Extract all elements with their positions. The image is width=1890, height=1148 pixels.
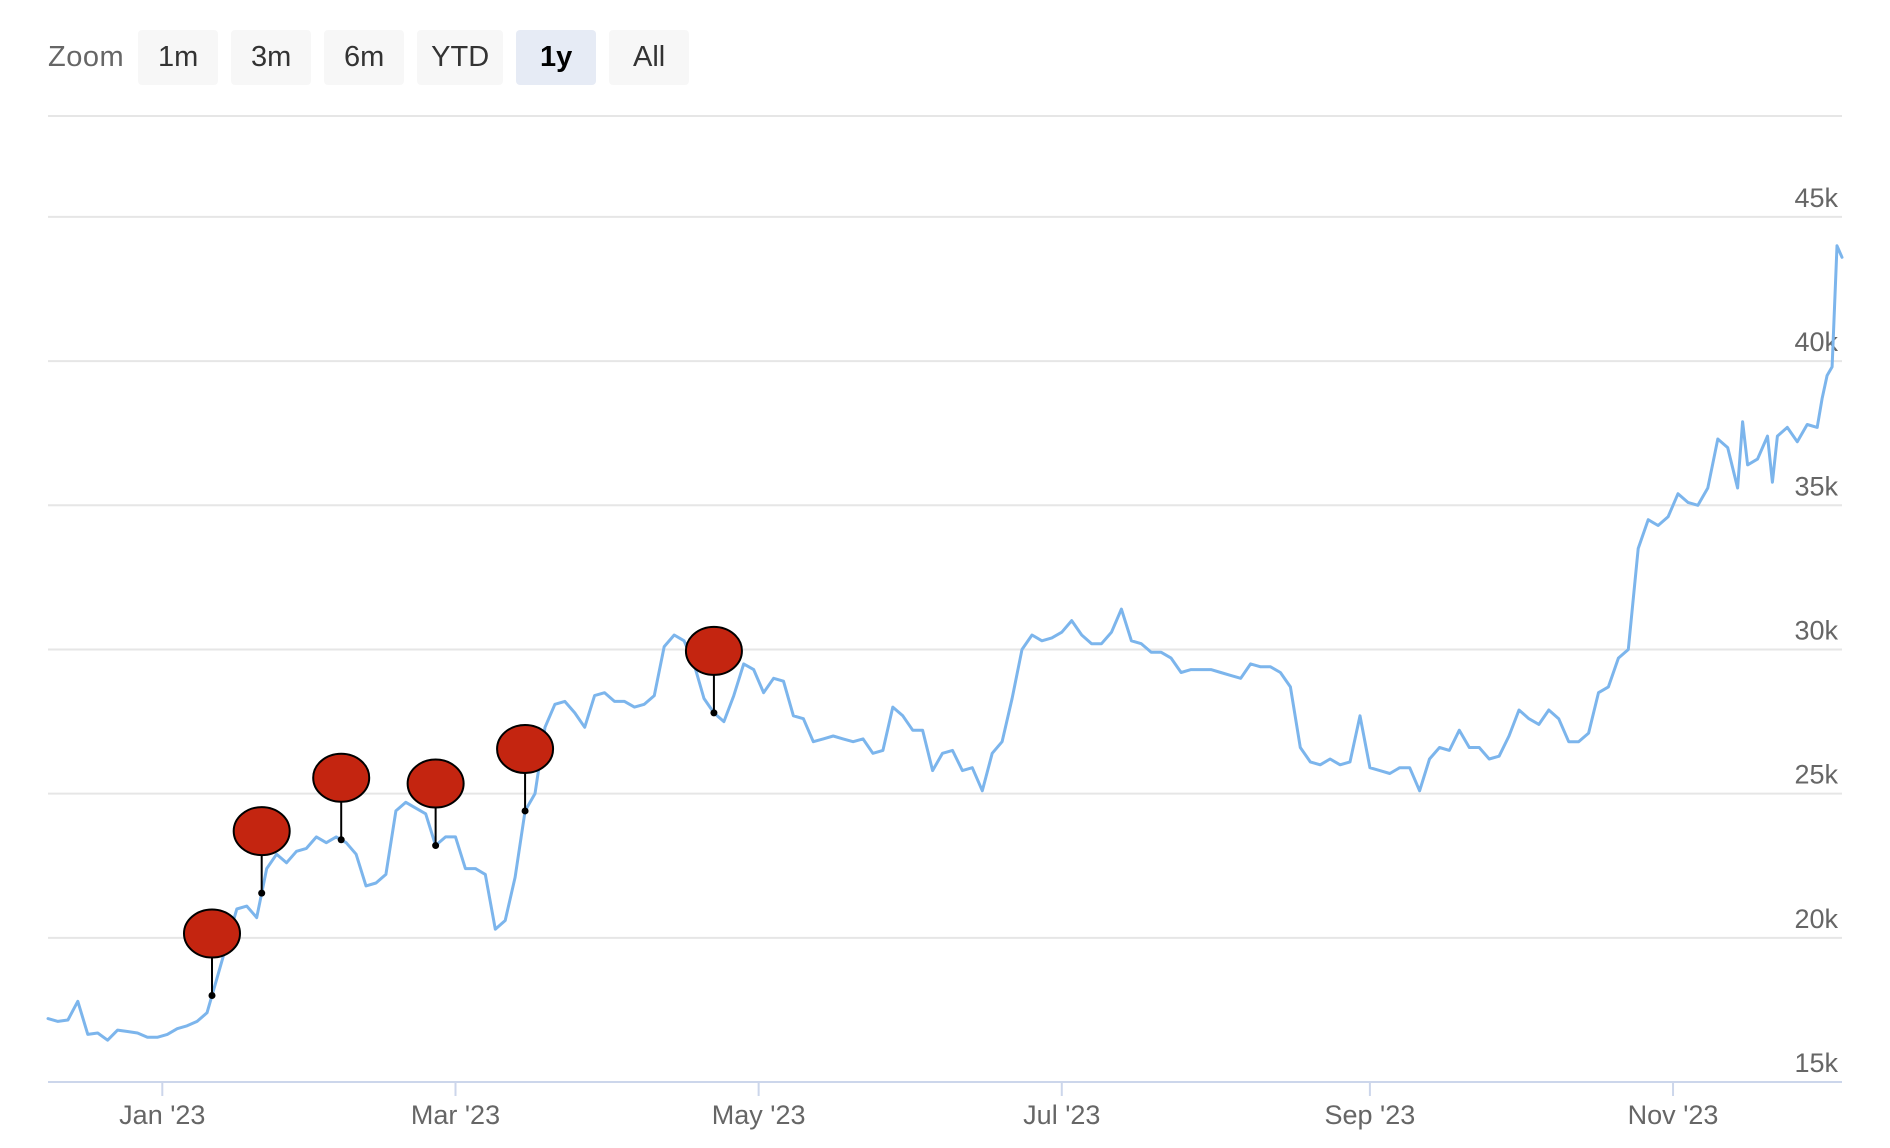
x-tick-label: Jan '23 [119, 1100, 205, 1130]
zoom-1y-button[interactable]: 1y [516, 30, 597, 85]
zoom-6m-button[interactable]: 6m [324, 30, 405, 85]
flag-pin[interactable] [496, 723, 555, 774]
y-tick-label: 45k [1794, 183, 1838, 213]
y-tick-label: 30k [1794, 615, 1838, 645]
flag-anchor [521, 807, 529, 815]
series-line[interactable] [46, 244, 1844, 1042]
flag-marker[interactable] [684, 625, 743, 717]
flag-marker[interactable] [496, 723, 555, 815]
flag-pin[interactable] [182, 908, 241, 959]
flag-pin[interactable] [406, 758, 465, 809]
y-axis: 15k 20k 25k 30k 35k 40k 45k [1794, 183, 1838, 1078]
flag-marker[interactable] [182, 908, 241, 999]
flag-pin[interactable] [232, 806, 291, 857]
flag-anchor [258, 889, 266, 897]
y-tick-label: 15k [1794, 1048, 1838, 1078]
flags [182, 625, 743, 999]
flag-marker[interactable] [406, 758, 465, 850]
x-axis: Jan '23 Mar '23 May '23 Jul '23 Sep '23 Nov '… [119, 1082, 1718, 1130]
zoom-1m-button[interactable]: 1m [138, 30, 219, 85]
flag-marker[interactable] [312, 752, 371, 844]
flag-marker[interactable] [232, 806, 291, 897]
grid-lines [48, 215, 1842, 939]
y-tick-label: 20k [1794, 904, 1838, 934]
flag-pin[interactable] [312, 752, 371, 803]
x-tick-label: May '23 [712, 1100, 806, 1130]
flag-anchor [432, 842, 440, 850]
x-tick-label: Mar '23 [411, 1100, 500, 1130]
flag-anchor [337, 836, 345, 844]
x-tick-label: Sep '23 [1325, 1100, 1416, 1130]
x-tick-label: Jul '23 [1023, 1100, 1100, 1130]
range-selector: Zoom 1m 3m 6m YTD 1y All [48, 30, 702, 85]
y-tick-label: 35k [1794, 471, 1838, 501]
flag-anchor [208, 991, 216, 999]
y-tick-label: 25k [1794, 760, 1838, 790]
flag-anchor [710, 709, 718, 717]
zoom-ytd-button[interactable]: YTD [417, 30, 504, 85]
zoom-3m-button[interactable]: 3m [231, 30, 312, 85]
flag-pin[interactable] [684, 625, 743, 676]
zoom-all-button[interactable]: All [609, 30, 690, 85]
zoom-label: Zoom [48, 41, 125, 73]
y-tick-label: 40k [1794, 327, 1838, 357]
x-tick-label: Nov '23 [1628, 1100, 1719, 1130]
